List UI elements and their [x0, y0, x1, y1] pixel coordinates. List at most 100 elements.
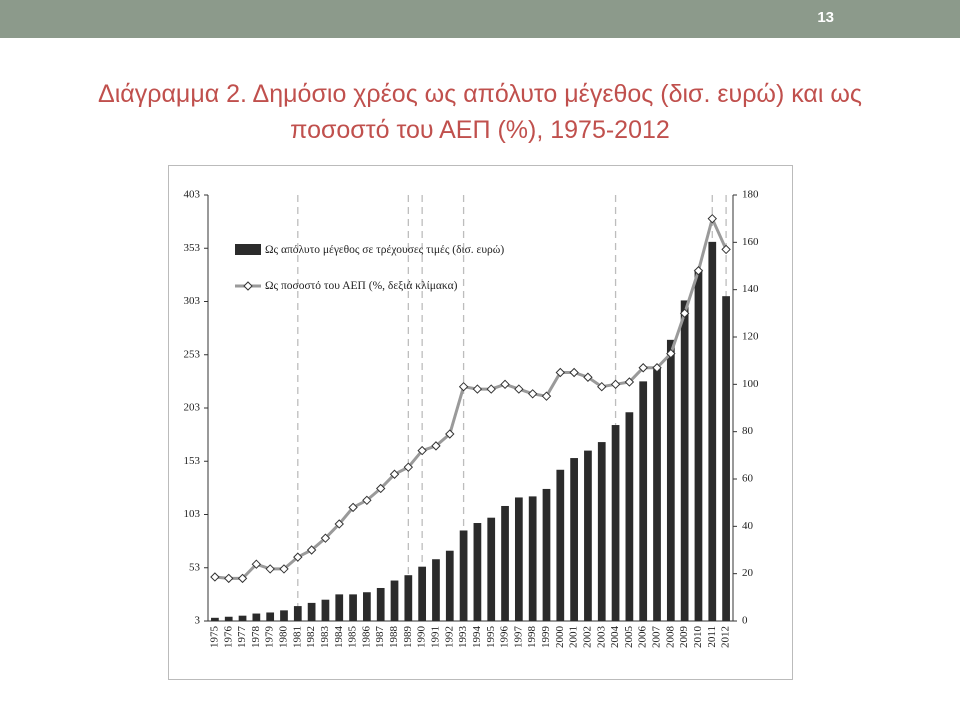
marker: [583, 372, 593, 382]
y-tick-label: 353: [184, 242, 201, 254]
bar: [625, 412, 634, 621]
y-tick-label: 253: [184, 348, 201, 360]
bar: [252, 613, 261, 621]
x-tick-label: 1977: [236, 626, 248, 649]
marker: [348, 502, 358, 513]
y2-tick-label: 0: [742, 615, 748, 627]
x-tick-label: 1995: [485, 626, 497, 649]
bar: [501, 505, 509, 621]
x-tick-label: 2006: [637, 626, 649, 649]
bar: [376, 587, 385, 621]
marker: [251, 559, 262, 569]
marker: [597, 381, 607, 392]
marker: [237, 573, 248, 584]
bar: [708, 241, 717, 622]
marker: [472, 384, 483, 394]
marker: [624, 377, 635, 387]
y-tick-label: 303: [184, 295, 201, 307]
bar: [280, 610, 288, 621]
x-tick-label: 1976: [222, 626, 234, 649]
marker: [403, 462, 414, 472]
x-tick-label: 2012: [720, 626, 732, 648]
marker: [486, 384, 496, 394]
x-tick-label: 1981: [291, 626, 303, 648]
marker: [389, 469, 400, 479]
marker: [555, 367, 566, 378]
y-tick-label: 153: [184, 455, 201, 467]
line: [214, 214, 728, 580]
marker: [638, 363, 648, 373]
x-tick-label: 1978: [250, 626, 262, 649]
x-tick-label: 2001: [568, 626, 580, 648]
x-tick-label: 1979: [264, 626, 276, 649]
marker: [375, 483, 386, 494]
marker: [721, 244, 731, 255]
marker: [569, 367, 579, 378]
x-tick-label: 1994: [471, 626, 483, 649]
x-tick-label: 2003: [595, 626, 607, 649]
x-tick-label: 2009: [678, 626, 690, 649]
bar: [694, 269, 703, 621]
marker: [693, 266, 704, 276]
x-tick-label: 2002: [581, 626, 593, 648]
y2-tick-label: 160: [742, 236, 759, 248]
x-tick-label: 2007: [651, 626, 663, 649]
bar: [335, 594, 344, 621]
header-bar: 13: [0, 0, 960, 38]
x-tick-label: 1984: [333, 626, 345, 649]
x-tick-label: 1983: [319, 626, 331, 649]
marker: [431, 441, 441, 451]
marker: [445, 429, 455, 439]
bar: [266, 612, 275, 621]
bar: [224, 616, 233, 621]
marker: [306, 545, 317, 555]
marker: [279, 564, 289, 574]
x-tick-label: 1991: [429, 626, 441, 648]
x-tick-label: 1999: [540, 626, 552, 649]
y2-tick-label: 180: [742, 189, 759, 201]
bar: [542, 488, 551, 621]
bar: [404, 575, 413, 621]
bar: [528, 496, 537, 621]
bar: [307, 602, 316, 621]
bar: [584, 450, 592, 621]
bar: [597, 442, 606, 621]
y-tick-label: 3: [195, 615, 201, 627]
marker: [320, 533, 331, 543]
marker: [210, 572, 220, 582]
bar: [487, 517, 496, 621]
marker: [666, 348, 676, 359]
bar: [211, 617, 219, 621]
bar: [680, 300, 689, 621]
x-tick-label: 1997: [512, 626, 524, 649]
bar: [570, 458, 578, 621]
bar: [445, 550, 454, 621]
y-tick-label: 53: [189, 561, 201, 573]
bar: [722, 296, 730, 621]
bar: [639, 381, 648, 621]
marker: [265, 564, 275, 574]
slide-title: Διάγραμμα 2. Δημόσιο χρέος ως απόλυτο μέ…: [98, 80, 862, 144]
legend-label: Ως ποσοστό του ΑΕΠ (%, δεξιά κλίμακα): [265, 280, 458, 292]
y-tick-label: 103: [184, 508, 201, 520]
bar: [653, 367, 661, 621]
y2-tick-label: 120: [742, 331, 759, 343]
y2-tick-label: 60: [742, 473, 754, 485]
marker: [610, 379, 621, 390]
x-tick-label: 1996: [499, 626, 511, 649]
y-tick-label: 403: [184, 189, 201, 201]
x-tick-label: 1985: [347, 626, 359, 649]
marker: [707, 213, 717, 224]
bar: [611, 425, 620, 621]
bar: [238, 615, 247, 621]
marker: [224, 573, 234, 584]
bar: [556, 469, 565, 621]
marker: [500, 379, 510, 390]
marker: [293, 552, 303, 562]
bar: [418, 566, 427, 621]
marker: [514, 384, 524, 394]
x-tick-label: 1975: [208, 626, 220, 649]
y2-tick-label: 80: [742, 425, 754, 437]
